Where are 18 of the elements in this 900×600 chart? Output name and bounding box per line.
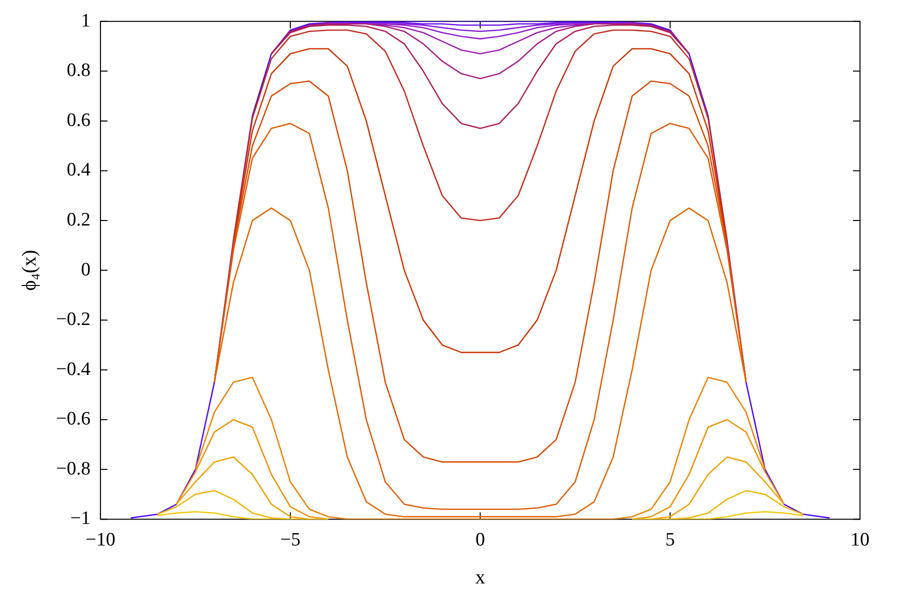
y-tick-label: 0.2 xyxy=(66,210,90,231)
x-tick-label: 10 xyxy=(850,530,870,551)
y-tick-label: 1 xyxy=(80,10,90,32)
y-tick-label: −0.8 xyxy=(56,458,90,480)
y-tick-label: −0.6 xyxy=(56,408,90,430)
x-tick-label: 5 xyxy=(665,530,675,551)
y-tick-label: −0.4 xyxy=(56,358,91,380)
y-axis-title: ϕ₄(x) xyxy=(18,250,40,291)
y-tick-label: 0.8 xyxy=(66,60,90,82)
y-tick-label: −0.2 xyxy=(56,309,90,330)
x-tick-label: 0 xyxy=(475,530,485,551)
y-tick-label: 0.6 xyxy=(66,110,90,131)
y-tick-label: 0 xyxy=(80,259,90,280)
y-tick-label: −1 xyxy=(70,508,90,530)
x-axis-title: x xyxy=(475,566,486,588)
x-tick-label: −5 xyxy=(280,530,300,551)
x-tick-label: −10 xyxy=(86,530,116,551)
y-tick-label: 0.4 xyxy=(66,160,91,181)
